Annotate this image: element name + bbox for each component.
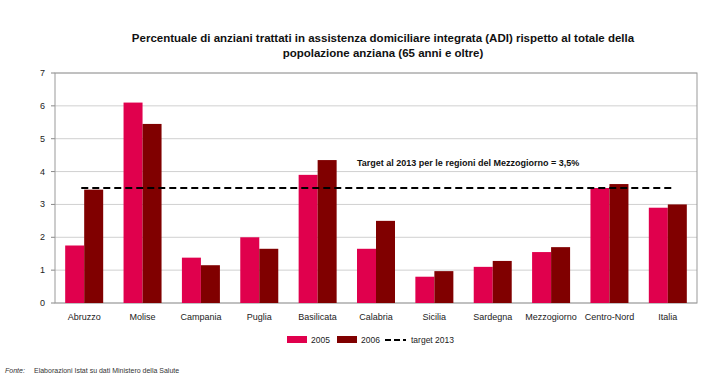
legend-label: 2005	[311, 335, 330, 345]
tick-mark	[51, 237, 55, 238]
bar	[65, 246, 84, 304]
x-tick-label: Abruzzo	[68, 312, 101, 322]
target-line	[81, 187, 673, 189]
x-tick-label: Molise	[130, 312, 156, 322]
y-tick-label: 2	[40, 232, 45, 242]
y-tick-label: 7	[40, 68, 45, 78]
y-tick-label: 3	[40, 199, 45, 209]
x-tick-label: Mezzogiorno	[525, 312, 577, 322]
legend-label: target 2013	[411, 335, 454, 345]
y-tick-label: 6	[40, 101, 45, 111]
x-tick-label: Sardegna	[473, 312, 512, 322]
bar	[143, 124, 162, 303]
plot-frame	[55, 73, 697, 303]
bar	[590, 188, 609, 303]
bar	[299, 175, 318, 303]
tick-mark	[51, 303, 55, 304]
x-tick-label: Campania	[180, 312, 221, 322]
x-tick-label: Centro-Nord	[585, 312, 635, 322]
bar	[240, 237, 259, 303]
bar	[201, 265, 220, 303]
tick-mark	[51, 138, 55, 139]
bar	[84, 190, 103, 303]
chart: Percentuale di anziani trattati in assis…	[0, 0, 701, 381]
plot-area	[65, 103, 687, 303]
bar	[415, 277, 434, 303]
legend-swatch	[337, 336, 357, 343]
bar	[124, 103, 143, 303]
title: Percentuale di anziani trattati in assis…	[132, 32, 635, 44]
x-tick-label: Puglia	[247, 312, 272, 322]
bar	[649, 208, 668, 303]
x-tick-label: Italia	[658, 312, 677, 322]
x-tick-label: Basilicata	[298, 312, 337, 322]
legend-swatch	[385, 339, 406, 341]
tick-mark	[51, 204, 55, 205]
bar	[259, 249, 278, 303]
x-tick-label: Calabria	[359, 312, 393, 322]
y-tick-label: 1	[40, 265, 45, 275]
x-tick-label: Sicilia	[423, 312, 447, 322]
y-tick-label: 5	[40, 134, 45, 144]
bar	[357, 249, 376, 303]
bar	[668, 204, 687, 303]
y-tick-label: 4	[40, 167, 45, 177]
bar	[182, 258, 201, 303]
grid-line	[55, 105, 697, 106]
legend-swatch	[287, 336, 307, 343]
bar	[532, 252, 551, 303]
tick-mark	[51, 270, 55, 271]
tick-mark	[51, 105, 55, 106]
bar	[376, 221, 395, 303]
y-tick-label: 0	[40, 298, 45, 308]
tick-mark	[51, 73, 55, 74]
title: popolazione anziana (65 anni e oltre)	[283, 47, 484, 59]
bar	[434, 271, 453, 303]
source: Elaborazioni Istat su dati Ministero del…	[34, 367, 179, 374]
bar	[551, 247, 570, 303]
bar	[474, 267, 493, 303]
legend-label: 2006	[361, 335, 380, 345]
source-label: Fonte:	[5, 367, 25, 374]
bar	[609, 184, 628, 303]
bar	[318, 160, 337, 303]
bar	[493, 261, 512, 303]
annotation: Target al 2013 per le regioni del Mezzog…	[357, 158, 579, 168]
tick-mark	[51, 171, 55, 172]
